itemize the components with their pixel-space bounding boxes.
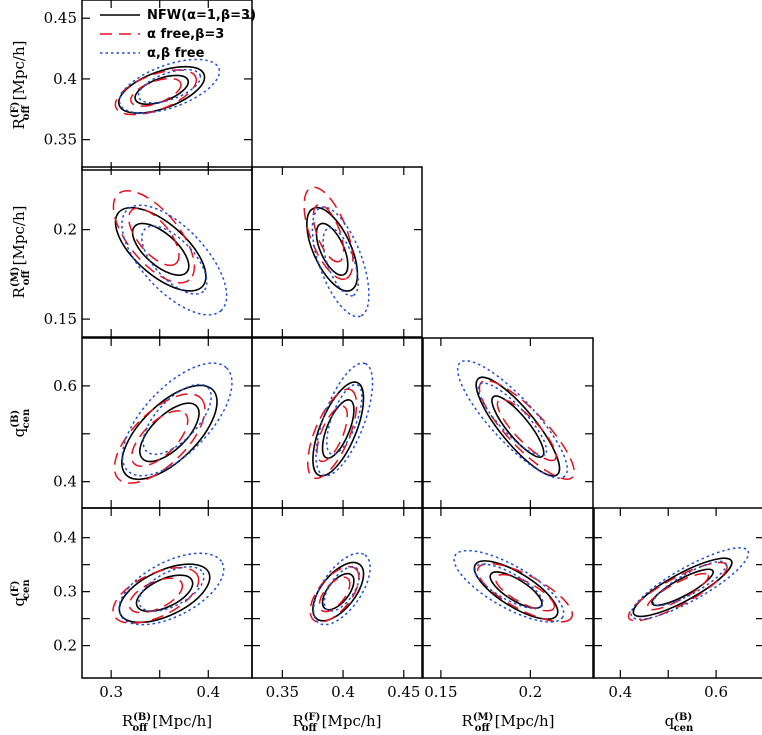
contour--free-68 — [141, 225, 208, 295]
y-tick-label: 0.4 — [53, 529, 77, 547]
contour--free-95 — [453, 549, 565, 623]
x-tick-label: 0.4 — [608, 683, 632, 701]
panel-roff_f-vs-roff_b: 0.35 0.4 0.45 — [44, 0, 253, 171]
contour-nfw-1-3--68 — [321, 399, 355, 459]
panel-frame — [251, 507, 423, 679]
legend-label: α free,β=3 — [147, 27, 224, 42]
contour-nfw-1-3--95 — [118, 65, 206, 114]
contour--free-95 — [118, 58, 221, 114]
panel-qcen_b-vs-roff_f — [251, 337, 423, 509]
panel-frame — [251, 166, 423, 338]
x-axis-label-qcen_b: q(B) cen — [665, 712, 694, 734]
y-axis-label-roff_m: R(M)off[Mpc/h] — [10, 206, 32, 299]
contour--free-3-95 — [112, 190, 196, 284]
y-tick-label: 0.2 — [53, 221, 77, 239]
panel-qcen_f-vs-qcen_b: 0.4 0.6 — [593, 507, 762, 701]
contour-nfw-1-3--68 — [135, 574, 194, 613]
contour--free-3-68 — [496, 398, 557, 462]
legend-label: α,β free — [147, 46, 205, 61]
y-tick-label: 0.3 — [53, 583, 77, 601]
contour--free-95 — [121, 204, 228, 316]
contour--free-3-95 — [478, 379, 575, 480]
x-tick-label: 0.35 — [266, 683, 299, 701]
y-tick-label: 0.45 — [44, 9, 77, 27]
contour--free-68 — [138, 566, 205, 612]
legend: NFW(α=1,β=3) α free,β=3 α,β free — [100, 8, 256, 61]
panel-qcen_f-vs-roff_b: 0.3 0.4 0.2 0.3 0.4 — [53, 507, 253, 701]
panel-qcen_b-vs-roff_m — [422, 337, 594, 509]
contour-nfw-1-3--95 — [312, 381, 365, 477]
contour--free-68 — [142, 383, 212, 456]
panel-roff_m-vs-roff_f — [251, 166, 423, 338]
panel-frame — [81, 0, 253, 171]
contour--free-68 — [326, 383, 363, 456]
contour--free-3-95 — [113, 393, 206, 484]
contour--free-3-68 — [318, 576, 351, 613]
contour--free-68 — [474, 563, 544, 610]
legend-label: NFW(α=1,β=3) — [147, 8, 256, 23]
contour--free-3-68 — [316, 405, 349, 463]
contour-nfw-1-3--95 — [475, 376, 561, 477]
contour--free-3-95 — [114, 69, 198, 116]
contour-nfw-1-3--95 — [473, 560, 559, 620]
contour--free-3-68 — [312, 203, 345, 263]
x-tick-label: 0.2 — [518, 683, 542, 701]
contour-nfw-1-3--95 — [121, 384, 218, 481]
contour-nfw-1-3--95 — [632, 557, 733, 618]
contour--free-95 — [315, 362, 374, 477]
panel-qcen_b-vs-roff_b: 0.4 0.6 — [53, 337, 253, 509]
contour--free-3-95 — [476, 562, 574, 623]
panel-frame — [81, 166, 253, 338]
y-tick-label: 0.6 — [53, 377, 77, 395]
x-tick-label: 0.45 — [387, 683, 420, 701]
contour--free-68 — [137, 68, 202, 104]
y-axis-label-roff_f: R(F)off[Mpc/h] — [10, 41, 32, 130]
contour--free-68 — [323, 566, 361, 612]
x-tick-label: 0.6 — [704, 683, 728, 701]
contour--free-95 — [630, 547, 750, 621]
x-tick-label: 0.4 — [331, 683, 355, 701]
panel-frame — [422, 507, 594, 679]
x-axis-label-roff_f: R(F) off [Mpc/h] — [293, 712, 382, 734]
x-tick-label: 0.15 — [424, 683, 457, 701]
y-axis-label-qcen_b: q(B)cen — [10, 408, 32, 437]
y-axis-label-qcen_f: q(F)cen — [10, 579, 32, 607]
panel-frame — [422, 337, 594, 509]
y-tick-label: 0.15 — [44, 310, 77, 328]
y-tick-label: 0.2 — [53, 637, 77, 655]
y-tick-label: 0.4 — [53, 473, 77, 491]
contour--free-95 — [456, 359, 569, 479]
panel-frame — [81, 507, 253, 679]
contour--free-3-68 — [494, 573, 556, 612]
panel-roff_m-vs-roff_b: 0.15 0.2 — [44, 166, 253, 338]
contour-nfw-1-3--68 — [651, 568, 714, 607]
contour--free-95 — [311, 206, 370, 318]
contour--free-3-95 — [306, 388, 358, 480]
contour--free-3-95 — [112, 566, 200, 624]
contour--free-3-95 — [303, 186, 354, 280]
contour--free-95 — [121, 362, 233, 477]
panel-frame — [81, 337, 253, 509]
panel-qcen_f-vs-roff_f: 0.35 0.4 0.45 — [251, 507, 423, 701]
contour--free-68 — [322, 227, 359, 297]
x-axis-label-roff_m: R(M) off [Mpc/h] — [462, 712, 555, 734]
x-axis-label-roff_b: R(B) off [Mpc/h] — [122, 712, 212, 734]
contour--free-68 — [477, 382, 548, 457]
x-tick-label: 0.4 — [196, 683, 220, 701]
y-tick-label: 0.35 — [44, 131, 77, 149]
contour-nfw-1-3--68 — [491, 395, 545, 458]
panel-qcen_f-vs-roff_m: 0.15 0.2 — [422, 507, 594, 701]
y-tick-label: 0.4 — [53, 70, 77, 88]
contour-nfw-1-3--95 — [306, 206, 359, 292]
panel-frame — [251, 337, 423, 509]
contour--free-68 — [652, 560, 727, 607]
panel-frame — [593, 507, 762, 679]
x-tick-label: 0.3 — [99, 683, 123, 701]
contour-nfw-1-3--95 — [114, 206, 207, 292]
contour--free-3-68 — [129, 77, 182, 107]
contour--free-3-68 — [128, 207, 180, 267]
